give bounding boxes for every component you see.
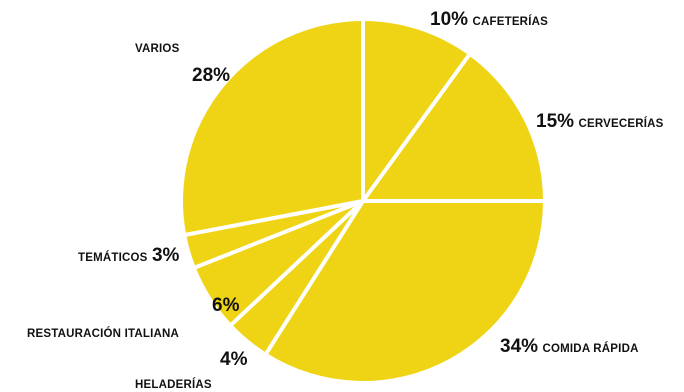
pct-tematicos: 3% xyxy=(151,245,180,266)
pie-slice-restauración-italiana xyxy=(195,201,363,325)
pct-cervecerias: 15% xyxy=(536,111,575,132)
label-comida-rapida: 34% COMIDA RÁPIDA xyxy=(500,337,639,356)
pct-heladerias: 4% xyxy=(220,349,248,370)
pct-comida-rapida: 34% xyxy=(500,336,539,357)
label-tematicos: TEMÁTICOS 3% xyxy=(78,246,179,265)
cat-cervecerias: CERVECERÍAS xyxy=(578,118,664,130)
slice-separator xyxy=(264,199,365,355)
slice-separator xyxy=(194,199,364,270)
pct-label-heladerias: 4% xyxy=(220,350,247,369)
label-cervecerias: 15% CERVECERÍAS xyxy=(536,112,664,131)
slice-separator xyxy=(361,54,471,203)
cat-varios: VARIOS xyxy=(135,43,180,55)
label-cafeterias: 10% CAFETERÍAS xyxy=(430,10,548,29)
cat-comida-rapida: COMIDA RÁPIDA xyxy=(542,343,639,355)
cat-cafeterias: CAFETERÍAS xyxy=(472,16,548,28)
cat-label-varios: VARIOS xyxy=(135,40,179,56)
cat-heladerias: HELADERÍAS xyxy=(135,379,212,391)
pie-slice-varios xyxy=(183,21,363,235)
pct-label-varios: 28% xyxy=(192,66,230,85)
cat-tematicos: TEMÁTICOS xyxy=(78,252,148,264)
pie-slice-cafeterías xyxy=(363,21,469,201)
pie-slice-cervecerías xyxy=(363,55,543,201)
slice-separator xyxy=(185,199,364,237)
cat-label-restauracion-italiana: RESTAURACIÓN ITALIANA xyxy=(27,325,179,341)
cat-restauracion-italiana: RESTAURACIÓN ITALIANA xyxy=(27,328,179,340)
pct-cafeterias: 10% xyxy=(430,9,469,30)
slice-separator xyxy=(230,199,365,326)
pie-slice-heladerías xyxy=(231,201,363,353)
pct-label-restauracion-italiana: 6% xyxy=(212,296,239,315)
pct-restauracion-italiana: 6% xyxy=(212,295,240,316)
cat-label-heladerias: HELADERÍAS xyxy=(135,376,212,392)
pct-varios: 28% xyxy=(192,65,231,86)
